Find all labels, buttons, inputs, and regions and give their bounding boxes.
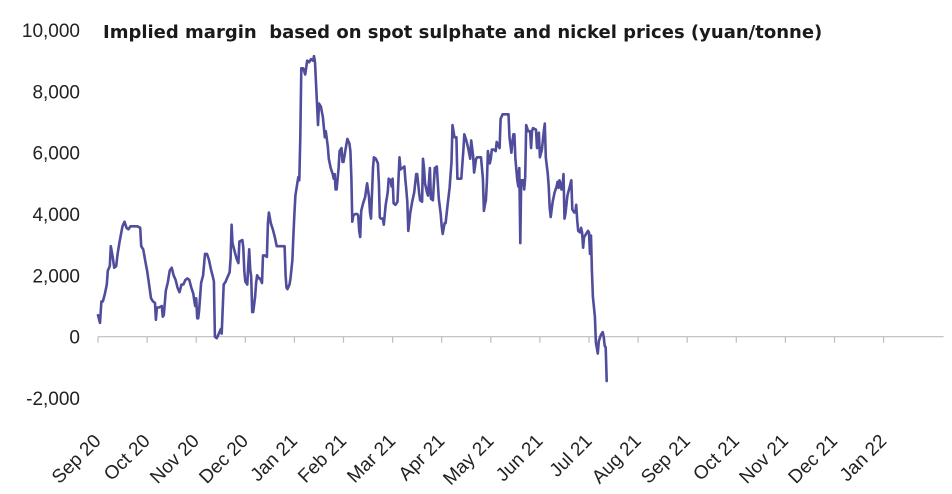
x-tick-label: Dec 21 [785,431,842,488]
x-tick-label: Oct 20 [100,431,154,485]
y-tick-label: 8,000 [32,82,80,103]
x-tick-label: Nov 21 [736,431,793,488]
x-tick-label: Mar 21 [343,431,400,488]
y-axis-ticks: -2,000 0 2,000 4,000 6,000 8,000 10,000 [22,21,80,410]
y-tick-label: 4,000 [32,205,80,226]
x-tick-label: Jan 21 [247,431,302,486]
x-tick-label: Jun 21 [492,431,547,486]
chart-title: Implied margin based on spot sulphate an… [103,22,822,43]
x-tick-label: May 21 [439,431,498,490]
x-axis [97,336,944,343]
y-tick-label: 10,000 [22,21,80,42]
y-tick-label: 6,000 [32,144,80,165]
series-layer [96,54,608,383]
x-tick-label: Feb 21 [294,431,351,488]
x-tick-label: Dec 20 [195,431,252,488]
y-tick-label: 2,000 [32,266,80,287]
x-tick-label: Aug 21 [588,431,645,488]
x-tick-label: Jan 22 [836,431,891,486]
x-tick-label: Nov 20 [146,431,203,488]
x-tick-label: Sep 21 [637,431,694,488]
x-tick-label: Sep 20 [48,431,105,488]
y-tick-label: 0 [69,328,80,349]
series-line [96,54,608,383]
x-tick-label: Oct 21 [689,431,743,485]
y-tick-label: -2,000 [26,389,80,410]
